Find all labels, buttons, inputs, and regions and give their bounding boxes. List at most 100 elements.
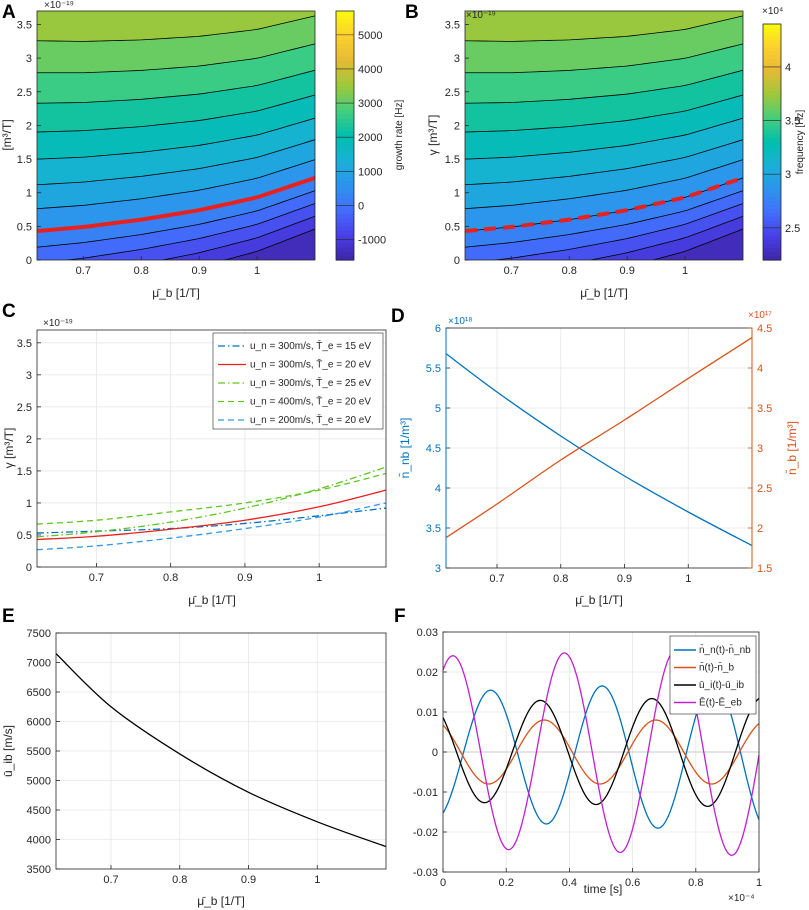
x-tick-label: 0.2 <box>499 877 514 889</box>
colorbar-step <box>763 114 781 119</box>
colorbar-step <box>763 208 781 214</box>
colorbar-step <box>763 149 781 155</box>
x-tick-label: 0.8 <box>562 265 577 277</box>
colorbar-step <box>336 197 354 203</box>
legend-entry: u_n = 300m/s, T̄_e = 20 eV <box>250 358 371 371</box>
series-line <box>446 353 752 547</box>
y-axis-label-left-d: n̄_nb [1/m³] <box>398 418 412 479</box>
colorbar-step <box>763 83 781 88</box>
x-axis-label-f: time [s] <box>584 882 623 896</box>
y-tick-label: 7500 <box>27 628 51 640</box>
y-tick-label: 5000 <box>27 776 51 788</box>
colorbar-tick-label: 2.5 <box>785 223 800 235</box>
colorbar-step <box>336 131 354 137</box>
x-tick-label: 0.4 <box>562 877 577 889</box>
legend-entry: u_n = 200m/s, T̄_e = 20 eV <box>250 413 371 426</box>
series-line <box>446 337 752 539</box>
colorbar-step <box>336 106 354 112</box>
colorbar-step <box>336 160 354 166</box>
y-tick-label: 0 <box>432 747 438 759</box>
colorbar-step <box>763 189 781 194</box>
marginal-curve-a <box>37 176 315 234</box>
contour-line <box>465 117 743 160</box>
colorbar-step <box>336 123 354 128</box>
series-line <box>37 489 386 541</box>
y-axis-label-e: ū_ib [m/s] <box>1 725 15 777</box>
colorbar-tick-label: 0 <box>358 200 364 212</box>
colorbar-step <box>763 39 781 45</box>
y-tick-label: 0 <box>26 562 32 574</box>
contour-line <box>465 0 743 8</box>
colorbar-box-a <box>335 10 355 261</box>
colorbar-step <box>336 19 354 25</box>
y-tick-label: 6500 <box>27 687 51 699</box>
x-ticks-c: 0.7 0.8 0.9 1 <box>89 563 322 584</box>
y-tick-label: -0.02 <box>413 827 438 839</box>
colorbar-step <box>763 197 781 202</box>
colorbar-step <box>336 114 354 120</box>
colorbar-step <box>336 44 354 49</box>
contour-band <box>465 159 743 232</box>
colorbar-step <box>763 145 781 151</box>
y-ticks-f: -0.03 -0.02 -0.01 0 0.01 0.02 0.03 <box>413 627 447 879</box>
colorbar-step <box>336 214 354 220</box>
contour-line <box>37 43 315 74</box>
contour-line <box>465 139 743 186</box>
colorbar-step <box>763 177 781 182</box>
y-tick-label-right: 1.5 <box>757 563 772 575</box>
series-line <box>443 649 759 856</box>
colorbar-step <box>763 256 781 261</box>
colorbar-step <box>336 52 354 58</box>
y-tick-label: 0 <box>26 255 32 267</box>
y-tick-label: 3 <box>435 563 441 575</box>
y-tick-label: 1.5 <box>17 466 32 478</box>
x-tick-label: 1 <box>254 265 260 277</box>
colorbar-step <box>336 201 354 207</box>
x-tick-label: 0.8 <box>688 877 703 889</box>
series-lines-d <box>446 337 752 547</box>
plot-box-c <box>36 329 387 568</box>
colorbar-step <box>336 230 354 236</box>
contour-band <box>37 139 315 209</box>
colorbar-step <box>336 226 354 232</box>
colorbar-step <box>336 239 354 244</box>
legend-entry: n̄_n(t)-n̄_nb <box>699 643 751 656</box>
y-tick-label: 3 <box>454 53 460 65</box>
colorbar-tick-label: -1000 <box>358 235 386 247</box>
colorbar-step <box>336 102 354 108</box>
contour-band <box>37 70 315 132</box>
x-tick-label: 0.7 <box>103 874 118 886</box>
colorbar-tick-label: 1000 <box>358 166 382 178</box>
y-ticks-c: 0 0.5 1 1.5 2 2.5 3 3.5 <box>17 338 41 574</box>
series-line <box>56 653 386 848</box>
contour-line <box>465 15 743 42</box>
contour-band <box>495 203 743 260</box>
y-tick-label: 3 <box>26 370 32 382</box>
y-tick-label: 3.5 <box>17 19 32 31</box>
colorbar-step <box>763 236 781 241</box>
y-ticks-e: 3500 4000 4500 5000 5500 6000 6500 7000 7500 <box>27 628 60 876</box>
colorbar-step <box>763 173 781 178</box>
y-tick-label: 1.5 <box>17 154 32 166</box>
colorbar-step <box>763 122 781 127</box>
panel-letter-f: F <box>394 606 406 627</box>
y-axis-label-right-d: n̄_b [1/m³] <box>785 421 799 475</box>
colorbar-step <box>763 161 781 167</box>
y-tick-label: 4000 <box>27 835 51 847</box>
grid-d <box>446 327 752 569</box>
colorbar-step <box>336 152 354 157</box>
contour-line <box>37 159 315 210</box>
contour-line <box>160 215 315 260</box>
legend-c: u_n = 300m/s, T̄_e = 15 eV u_n = 300m/s, … <box>212 332 384 430</box>
y-tick-label: 3.5 <box>445 19 460 31</box>
legend-entry: u_n = 300m/s, T̄_e = 25 eV <box>250 376 371 389</box>
colorbar-step <box>336 164 354 170</box>
colorbar-step <box>336 60 354 66</box>
colorbar-step <box>336 110 354 116</box>
colorbar-step <box>763 31 781 37</box>
x-ticks-a: 0.7 0.8 0.9 1 <box>76 256 260 277</box>
y-tick-label: 5 <box>435 403 441 415</box>
y-tick-label: 0 <box>454 255 460 267</box>
colorbar-step <box>763 79 781 84</box>
exponent-label-f: ×10⁻⁴ <box>728 893 755 904</box>
